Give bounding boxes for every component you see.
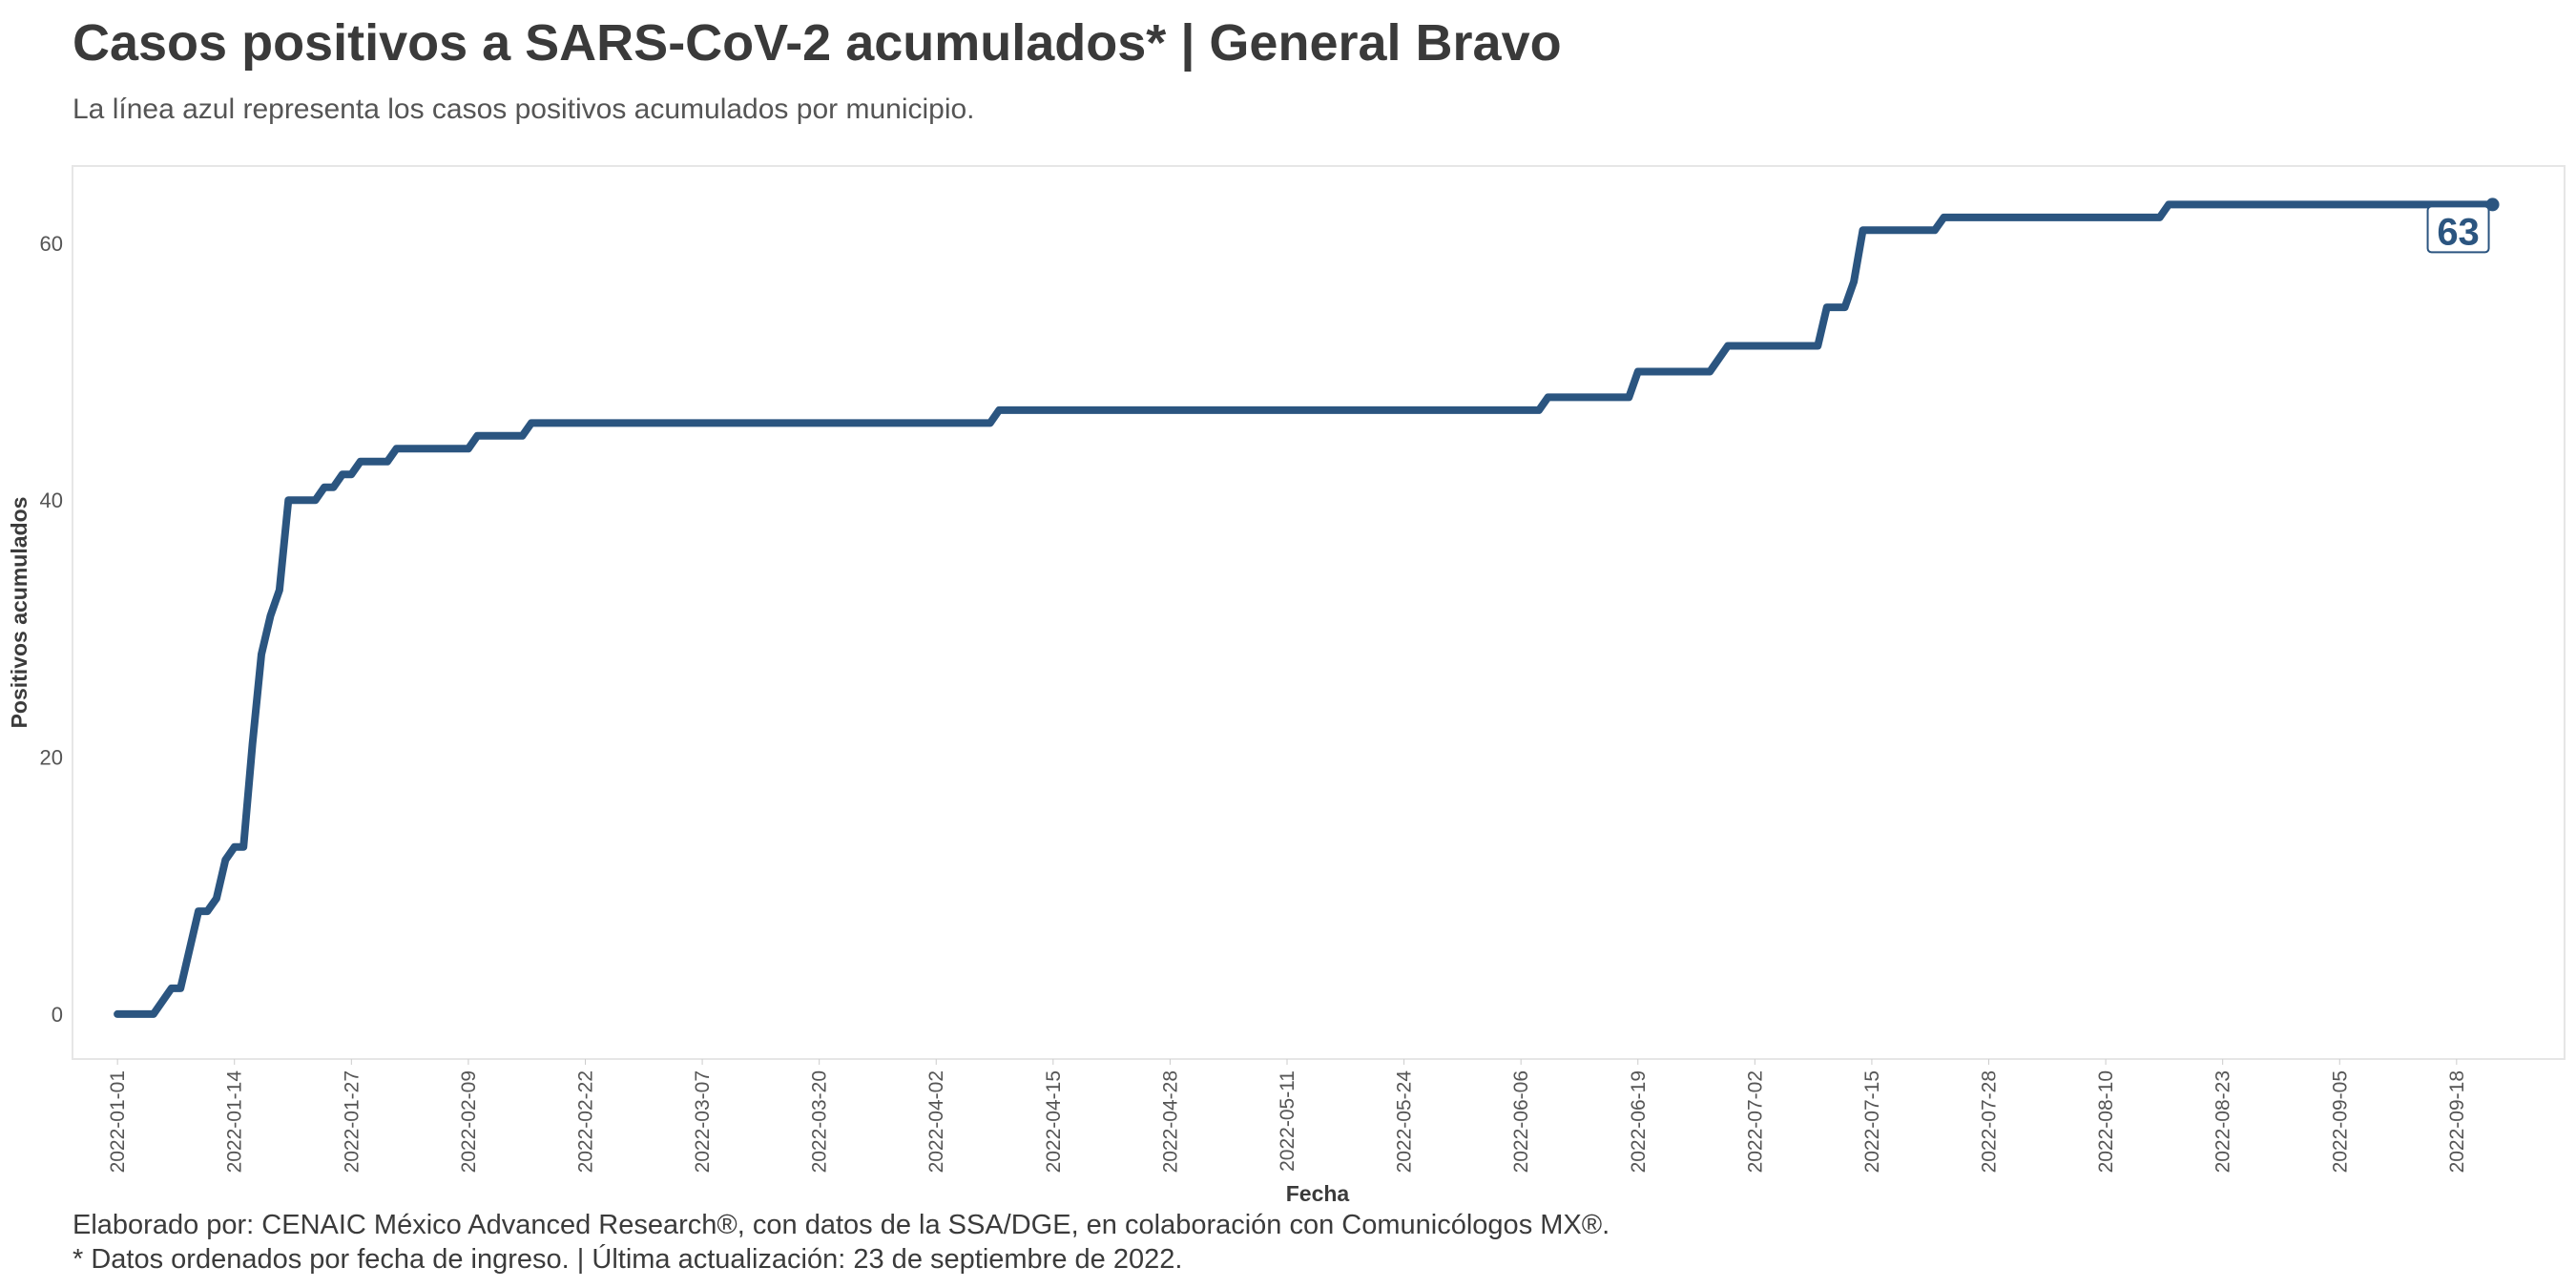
y-tick-label: 60 [40, 232, 63, 256]
x-tick-label: 2022-01-01 [107, 1070, 129, 1173]
x-axis-title: Fecha [1286, 1181, 1350, 1206]
x-tick-label: 2022-03-07 [692, 1070, 714, 1173]
plot-panel [72, 165, 2566, 1060]
x-tick-label: 2022-04-02 [925, 1070, 947, 1173]
x-tick-label: 2022-03-20 [809, 1070, 831, 1173]
chart-subtitle: La línea azul representa los casos posit… [73, 93, 975, 125]
y-axis: 0 20 40 60 [40, 232, 63, 1027]
x-tick-label: 2022-02-22 [574, 1070, 596, 1173]
x-tick-label: 2022-09-05 [2329, 1070, 2351, 1173]
x-tick-label: 2022-07-15 [1861, 1070, 1883, 1173]
y-tick-label: 20 [40, 746, 63, 770]
x-tick-label: 2022-06-19 [1628, 1070, 1650, 1173]
x-tick-label: 2022-09-18 [2446, 1070, 2468, 1173]
x-tick-label: 2022-05-24 [1394, 1070, 1416, 1174]
y-tick-label: 0 [52, 1003, 63, 1027]
x-tick-label: 2022-05-11 [1277, 1070, 1298, 1172]
y-axis-title: Positivos acumulados [7, 497, 31, 729]
chart-title: Casos positivos a SARS-CoV-2 acumulados*… [73, 14, 1562, 72]
caption-note: * Datos ordenados por fecha de ingreso. … [73, 1244, 1183, 1275]
caption-source: Elaborado por: CENAIC México Advanced Re… [73, 1210, 1610, 1240]
end-label: 63 [2437, 211, 2480, 253]
series-line-positivos [114, 200, 2497, 1018]
end-point-marker [2485, 197, 2500, 212]
y-tick-label: 40 [40, 488, 63, 512]
x-tick-label: 2022-07-28 [1979, 1070, 2001, 1173]
end-label-box [2426, 205, 2490, 254]
x-tick-label: 2022-06-06 [1510, 1070, 1532, 1173]
x-tick-label: 2022-08-23 [2212, 1070, 2234, 1173]
x-tick-label: 2022-04-15 [1043, 1070, 1065, 1173]
x-tick-label: 2022-08-10 [2095, 1070, 2117, 1173]
x-tick-label: 2022-01-14 [224, 1070, 246, 1174]
x-tick-label: 2022-04-28 [1159, 1070, 1181, 1173]
x-axis: 2022-01-01 2022-01-14 2022-01-27 2022-02-09… [107, 1059, 2468, 1173]
x-tick-label: 2022-01-27 [341, 1070, 363, 1173]
x-tick-label: 2022-07-02 [1744, 1070, 1766, 1173]
x-tick-label: 2022-02-09 [458, 1070, 480, 1173]
